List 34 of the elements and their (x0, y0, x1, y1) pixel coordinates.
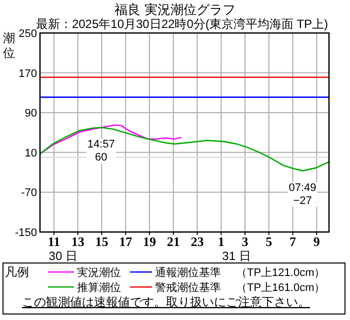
y-tick-label: 250 (18, 28, 37, 40)
chart-title: 福良 実況潮位グラフ (114, 2, 236, 17)
text: （TP上121.0cm） (236, 266, 326, 279)
x-tick-label: 1 (218, 234, 224, 249)
x-tick-label: 19 (142, 234, 156, 249)
y-tick-label: 10 (24, 147, 37, 160)
y-tick-label: -70 (21, 187, 37, 200)
text: （TP上161.0cm） (236, 281, 326, 294)
chart-subtitle: 最新：2025年10月30日22時0分(東京湾平均海面 TP上) (36, 17, 328, 31)
annotation: 07:49 −27 (288, 182, 316, 207)
text: この観測値は速報値です。取り扱いにご注意下さい。 (22, 295, 310, 309)
x-tick-label: 3 (242, 234, 249, 249)
x-tick-label: 7 (290, 234, 297, 249)
x-tick-label: 17 (119, 234, 133, 249)
x-tick-label: 13 (71, 234, 85, 249)
x-tick-label: 11 (48, 234, 60, 249)
x-tick-label: 5 (266, 234, 273, 249)
y-axis-title: 潮位 (3, 31, 15, 60)
x-tick-label: 9 (313, 234, 320, 249)
text: 31 日 (222, 249, 251, 263)
legend-label: 推算潮位 (77, 281, 121, 294)
y-tick-label: 90 (24, 108, 37, 120)
y-tick-label: 170 (18, 68, 37, 80)
text: 30 日 (48, 249, 78, 263)
annotation: 14:57 60 (87, 138, 115, 164)
legend-title: 凡例 (5, 265, 29, 279)
x-tick-label: 21 (166, 234, 180, 249)
y-tick-label: -150 (14, 227, 37, 239)
x-tick-label: 23 (190, 234, 204, 249)
x-tick-label: 15 (95, 234, 109, 249)
legend-label: 実況潮位 (77, 266, 121, 279)
legend-label: 警戒潮位基準 (155, 281, 221, 294)
line-series (39, 126, 330, 172)
legend-label: 通報潮位基準 (155, 266, 221, 279)
